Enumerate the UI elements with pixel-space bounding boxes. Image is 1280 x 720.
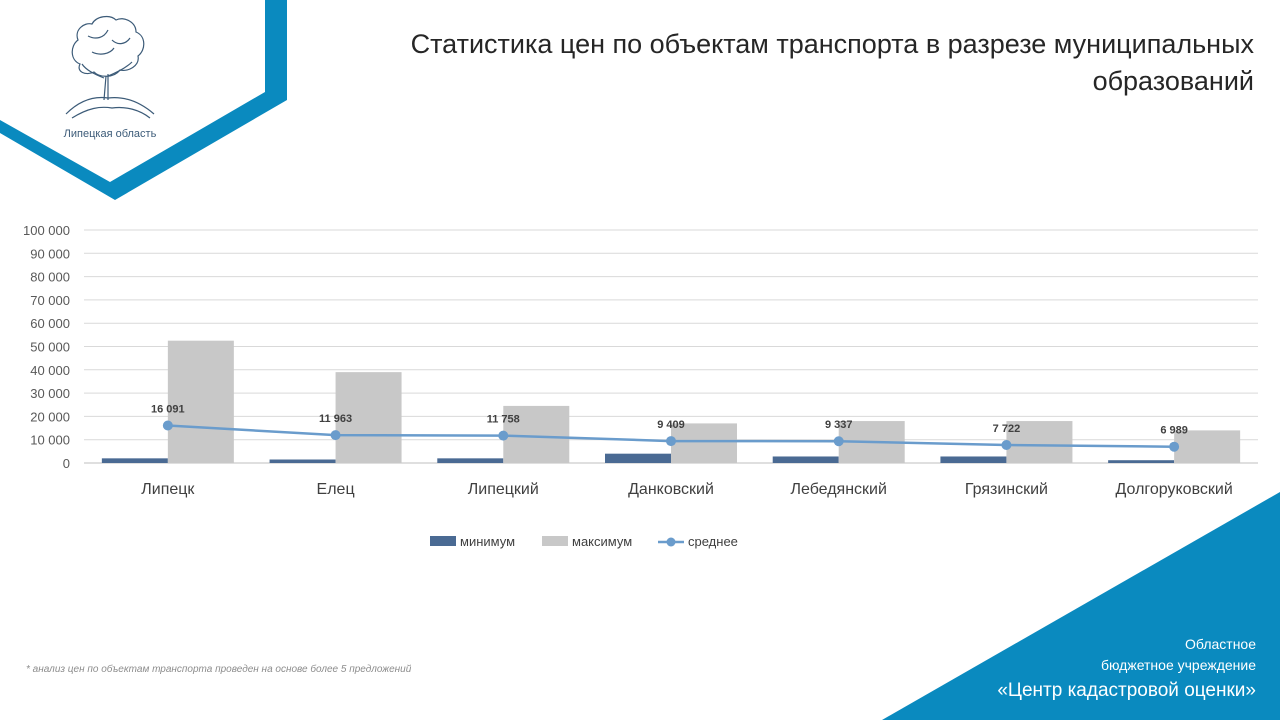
bar-maximum [1174, 430, 1241, 463]
average-point [162, 420, 173, 431]
bar-minimum [1108, 460, 1175, 463]
y-tick-label: 100 000 [23, 223, 70, 238]
footnote: * анализ цен по объектам транспорта пров… [26, 664, 412, 675]
x-category-label: Данковский [628, 481, 714, 498]
average-data-label: 11 963 [319, 413, 352, 425]
bar-minimum [605, 453, 671, 463]
y-tick-label: 10 000 [30, 433, 70, 448]
x-category-label: Липецкий [468, 481, 539, 498]
x-category-label: Елец [317, 481, 355, 498]
org-name-line3: «Центр кадастровой оценки» [997, 680, 1256, 701]
slide-title: Статистика цен по объектам транспорта в … [410, 29, 1254, 96]
average-data-label: 6 989 [1160, 425, 1188, 437]
bar-maximum [167, 340, 234, 463]
y-tick-label: 20 000 [30, 409, 70, 424]
org-name-line2: бюджетное учреждение [1100, 657, 1256, 673]
legend-swatch-maximum [542, 536, 568, 546]
average-data-label: 9 409 [657, 419, 685, 431]
average-point [1001, 440, 1012, 451]
average-point [666, 436, 676, 447]
y-tick-label: 40 000 [30, 363, 70, 378]
top-left-frame-shape [0, 0, 287, 200]
chart-legend: минимум максимум среднее [430, 534, 738, 549]
legend-label-minimum: минимум [460, 534, 515, 549]
y-tick-label: 70 000 [30, 293, 70, 308]
bar-minimum [269, 459, 336, 463]
logo-caption: Липецкая область [63, 128, 157, 140]
x-category-label: Липецк [141, 481, 195, 498]
price-chart: 0 10 000 20 000 30 000 40 000 50 000 60 000 70 … [23, 223, 1258, 549]
average-point [498, 430, 509, 441]
bar-minimum [940, 456, 1007, 463]
legend-label-average: среднее [688, 534, 738, 549]
bar-maximum [335, 372, 402, 463]
org-name-line1: Областное [1185, 636, 1256, 652]
y-tick-label: 0 [63, 456, 70, 471]
y-tick-label: 60 000 [30, 316, 70, 331]
average-data-label: 16 091 [151, 404, 185, 416]
bar-minimum [101, 458, 168, 463]
x-category-label: Грязинский [965, 481, 1048, 498]
bar-maximum [503, 405, 570, 463]
bottom-right-corner-shape [882, 492, 1280, 720]
legend-swatch-minimum [430, 536, 456, 546]
bar-minimum [437, 458, 504, 463]
x-category-label: Долгоруковский [1116, 481, 1233, 498]
y-tick-label: 30 000 [30, 386, 70, 401]
y-tick-label: 90 000 [30, 246, 70, 261]
bar-minimum [772, 456, 839, 463]
average-data-label: 7 722 [993, 423, 1021, 435]
tree-logo-icon [65, 15, 155, 119]
y-tick-label: 50 000 [30, 340, 70, 355]
average-data-label: 11 758 [487, 414, 520, 426]
average-point [1169, 441, 1180, 452]
average-point [330, 430, 341, 441]
y-tick-label: 80 000 [30, 270, 70, 285]
bar-maximum [671, 423, 737, 463]
average-point [833, 436, 844, 447]
legend-label-maximum: максимум [572, 534, 632, 549]
bar-maximum [1006, 421, 1073, 463]
average-data-label: 9 337 [825, 419, 853, 431]
x-category-label: Лебедянский [790, 481, 886, 498]
legend-swatch-average-marker [666, 537, 676, 547]
